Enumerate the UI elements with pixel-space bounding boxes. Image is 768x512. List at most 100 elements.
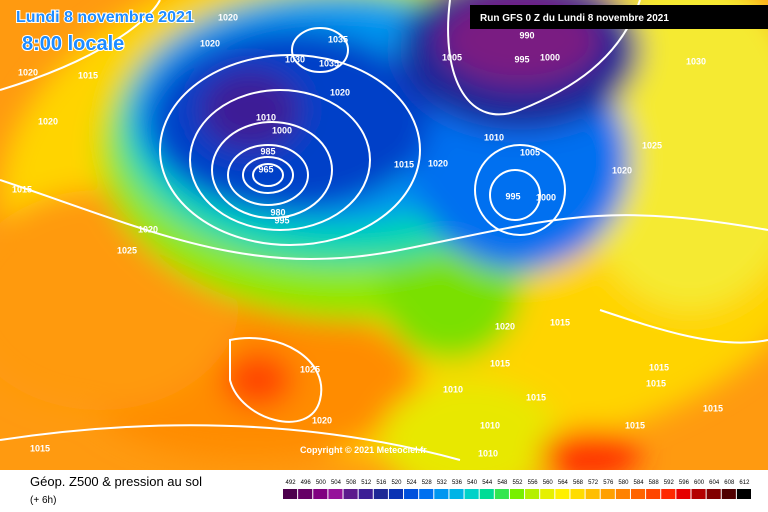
isobar-label: 1020 — [200, 38, 220, 48]
legend-title: Géop. Z500 & pression au sol — [30, 474, 202, 489]
isobar-label: 1010 — [484, 132, 504, 142]
isobar-label: 1020 — [138, 224, 158, 234]
isobar-label: 1015 — [78, 70, 98, 80]
scale-label: 612 — [739, 480, 750, 486]
scale-label: 604 — [709, 480, 720, 486]
isobar-label: 1015 — [30, 443, 50, 453]
isobar-label: 1010 — [256, 112, 276, 122]
scale-swatch — [449, 489, 464, 499]
scale-swatch — [464, 489, 479, 499]
scale-label: 500 — [316, 480, 327, 486]
isobar-label: 985 — [260, 146, 275, 156]
scale-label: 492 — [286, 480, 297, 486]
scale-label: 600 — [694, 480, 705, 486]
scale-label: 564 — [558, 480, 569, 486]
isobar-label: 990 — [519, 30, 534, 40]
isobar-label: 1000 — [272, 125, 292, 135]
date-title: Lundi 8 novembre 2021 — [16, 9, 194, 26]
scale-label: 592 — [664, 480, 675, 486]
isobar-label: 995 — [514, 54, 529, 64]
scale-label: 512 — [361, 480, 372, 486]
scale-swatch — [676, 489, 691, 499]
isobar-label: 1010 — [480, 420, 500, 430]
scale-swatch — [691, 489, 706, 499]
isobar-label: 1015 — [703, 403, 723, 413]
isobar-label: 1000 — [536, 192, 556, 202]
scale-swatch — [540, 489, 555, 499]
scale-swatch — [404, 489, 419, 499]
scale-swatch — [721, 489, 736, 499]
scale-swatch — [661, 489, 676, 499]
scale-label: 608 — [724, 480, 735, 486]
scale-swatch — [283, 489, 298, 499]
isobar-label: 1020 — [495, 321, 515, 331]
isobar-label: 1010 — [478, 448, 498, 458]
scale-swatch — [328, 489, 343, 499]
scale-swatch — [373, 489, 388, 499]
isobar-label: 1030 — [686, 56, 706, 66]
isobar-label: 1000 — [540, 52, 560, 62]
isobar-label: 1005 — [520, 147, 540, 157]
scale-label: 556 — [528, 480, 539, 486]
scale-swatch — [570, 489, 585, 499]
isobar-label: 1035 — [328, 34, 348, 44]
run-info: Run GFS 0 Z du Lundi 8 novembre 2021 — [480, 13, 669, 24]
scale-label: 520 — [391, 480, 402, 486]
isobar-label: 995 — [505, 191, 520, 201]
scale-swatch — [600, 489, 615, 499]
isobar-label: 1020 — [330, 87, 350, 97]
isobar-label: 1020 — [38, 116, 58, 126]
scale-label: 496 — [301, 480, 312, 486]
scale-label: 584 — [634, 480, 645, 486]
scale-swatch — [388, 489, 404, 499]
scale-label: 580 — [618, 480, 629, 486]
scale-swatch — [479, 489, 494, 499]
isobar-label: 1015 — [12, 184, 32, 194]
scale-swatch — [313, 489, 328, 499]
scale-label: 588 — [649, 480, 660, 486]
copyright: Copyright © 2021 Meteociel.fr — [300, 445, 427, 455]
isobar-label: 1025 — [117, 245, 137, 255]
scale-swatch — [509, 489, 525, 499]
isobar-label: 1015 — [649, 362, 669, 372]
scale-swatch — [736, 489, 751, 499]
isobar-label: 1030 — [285, 54, 305, 64]
isobar-label: 1020 — [428, 158, 448, 168]
scale-swatch — [706, 489, 721, 499]
scale-label: 572 — [588, 480, 599, 486]
scale-label: 568 — [573, 480, 584, 486]
isobar-label: 1015 — [490, 358, 510, 368]
scale-label: 552 — [512, 480, 523, 486]
isobar-label: 1015 — [550, 317, 570, 327]
isobar-label: 980 — [270, 207, 285, 217]
scale-label: 596 — [679, 480, 690, 486]
scale-label: 576 — [603, 480, 614, 486]
lead-time: (+ 6h) — [30, 495, 56, 506]
isobar-label: 1020 — [218, 12, 238, 22]
scale-swatch — [615, 489, 630, 499]
scale-label: 544 — [482, 480, 493, 486]
isobar-label: 1020 — [612, 165, 632, 175]
isobar-label: 1025 — [300, 364, 320, 374]
scale-swatch — [358, 489, 373, 499]
isobar-label: 1020 — [18, 67, 38, 77]
isobar-label: 1015 — [526, 392, 546, 402]
isobar-label: 1015 — [625, 420, 645, 430]
scale-label: 536 — [452, 480, 463, 486]
isobar-label: 1015 — [646, 378, 666, 388]
scale-swatch — [646, 489, 661, 499]
scale-label: 528 — [422, 480, 433, 486]
isobar-label: 1020 — [312, 415, 332, 425]
scale-label: 508 — [346, 480, 357, 486]
scale-swatch — [343, 489, 358, 499]
z500-field — [0, 0, 768, 500]
scale-swatch — [525, 489, 540, 499]
scale-swatch — [555, 489, 570, 499]
scale-swatch — [630, 489, 646, 499]
isobar-label: 1005 — [442, 52, 462, 62]
scale-swatch — [585, 489, 600, 499]
isobar-label: 1015 — [394, 159, 414, 169]
isobar-label: 965 — [258, 164, 273, 174]
scale-swatch — [434, 489, 449, 499]
